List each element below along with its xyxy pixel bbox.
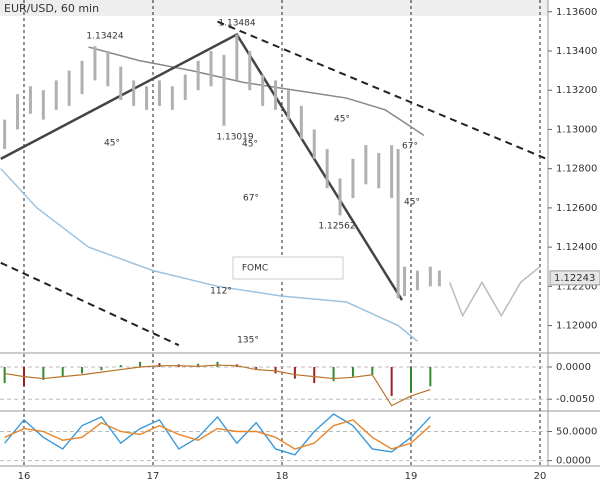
price-bar	[145, 86, 149, 110]
price-bar	[325, 149, 329, 189]
annotation: 45°	[404, 198, 420, 208]
price-bar	[157, 80, 161, 106]
price-bar	[119, 66, 123, 101]
price-bar	[209, 50, 213, 87]
y-tick-label: 0.0000	[556, 362, 591, 373]
annotation: 67°	[243, 194, 259, 204]
price-bar	[351, 158, 355, 199]
y-tick-label: 1.12200	[556, 281, 597, 292]
annotation: 45°	[242, 140, 258, 150]
annotation: 135°	[237, 336, 259, 346]
price-bar	[235, 34, 239, 81]
price-bar	[377, 152, 381, 189]
annotation: 1.13484	[218, 19, 255, 29]
y-tick-label: 1.13600	[556, 7, 597, 18]
x-tick-label: 19	[405, 471, 418, 482]
line-series	[4, 419, 431, 450]
annotation: 112°	[210, 287, 232, 297]
price-bar	[41, 90, 45, 120]
chart-title: EUR/USD, 60 min	[4, 2, 99, 15]
price-bar	[170, 86, 174, 110]
y-tick-label: 1.13400	[556, 46, 597, 57]
y-tick-label: 1.13200	[556, 85, 597, 96]
price-bar	[390, 145, 394, 199]
x-tick-label: 18	[276, 471, 289, 482]
y-tick-label: -0.0050	[556, 394, 595, 405]
price-bar	[312, 129, 316, 159]
price-bar	[364, 145, 368, 185]
x-tick-label: 20	[534, 471, 547, 482]
price-bar	[222, 54, 226, 126]
price-bar	[80, 60, 84, 95]
line-series	[0, 168, 418, 342]
annotation-box	[232, 256, 344, 280]
price-bar	[261, 74, 265, 106]
x-tick-label: 16	[18, 471, 31, 482]
price-bar	[338, 178, 342, 216]
price-bar	[3, 119, 7, 150]
annotation: 1.13424	[86, 32, 123, 42]
price-bar	[196, 60, 200, 91]
line-series	[449, 266, 541, 318]
price-bar	[428, 266, 432, 287]
price-bar	[286, 90, 290, 120]
y-tick-label: 1.12400	[556, 242, 597, 253]
price-bar	[403, 266, 407, 297]
price-bar	[106, 50, 110, 87]
price-bar	[28, 86, 32, 114]
y-tick-label: 1.12000	[556, 321, 597, 332]
y-tick-label: 1.13000	[556, 124, 597, 135]
price-bar	[248, 50, 252, 91]
annotation: 45°	[334, 115, 350, 125]
annotation: 67°	[402, 142, 418, 152]
line-series	[4, 413, 431, 456]
price-bar	[132, 80, 136, 106]
price-bar	[16, 94, 20, 130]
price-bar	[54, 80, 58, 110]
price-marker	[549, 270, 600, 286]
annotation: 1.12562	[318, 222, 355, 232]
price-bar	[183, 74, 187, 101]
y-tick-label: 0.0000	[556, 456, 591, 467]
price-bar	[437, 270, 441, 287]
price-bar	[415, 270, 419, 291]
annotation: FOMC	[242, 264, 268, 274]
price-bar	[396, 149, 400, 299]
annotation: 45°	[104, 139, 120, 149]
x-tick-label: 17	[147, 471, 160, 482]
price-bar	[274, 80, 278, 110]
signal-line	[4, 364, 431, 407]
price-bar	[299, 105, 303, 140]
price-bar	[93, 46, 97, 81]
price-bar	[67, 70, 71, 106]
y-tick-label: 50.0000	[556, 426, 597, 437]
price-marker-label: 1.12243	[554, 273, 595, 284]
y-tick-label: 1.12600	[556, 203, 597, 214]
y-tick-label: 1.12800	[556, 164, 597, 175]
annotation: 1.13019	[216, 133, 253, 143]
line-series	[0, 261, 180, 347]
